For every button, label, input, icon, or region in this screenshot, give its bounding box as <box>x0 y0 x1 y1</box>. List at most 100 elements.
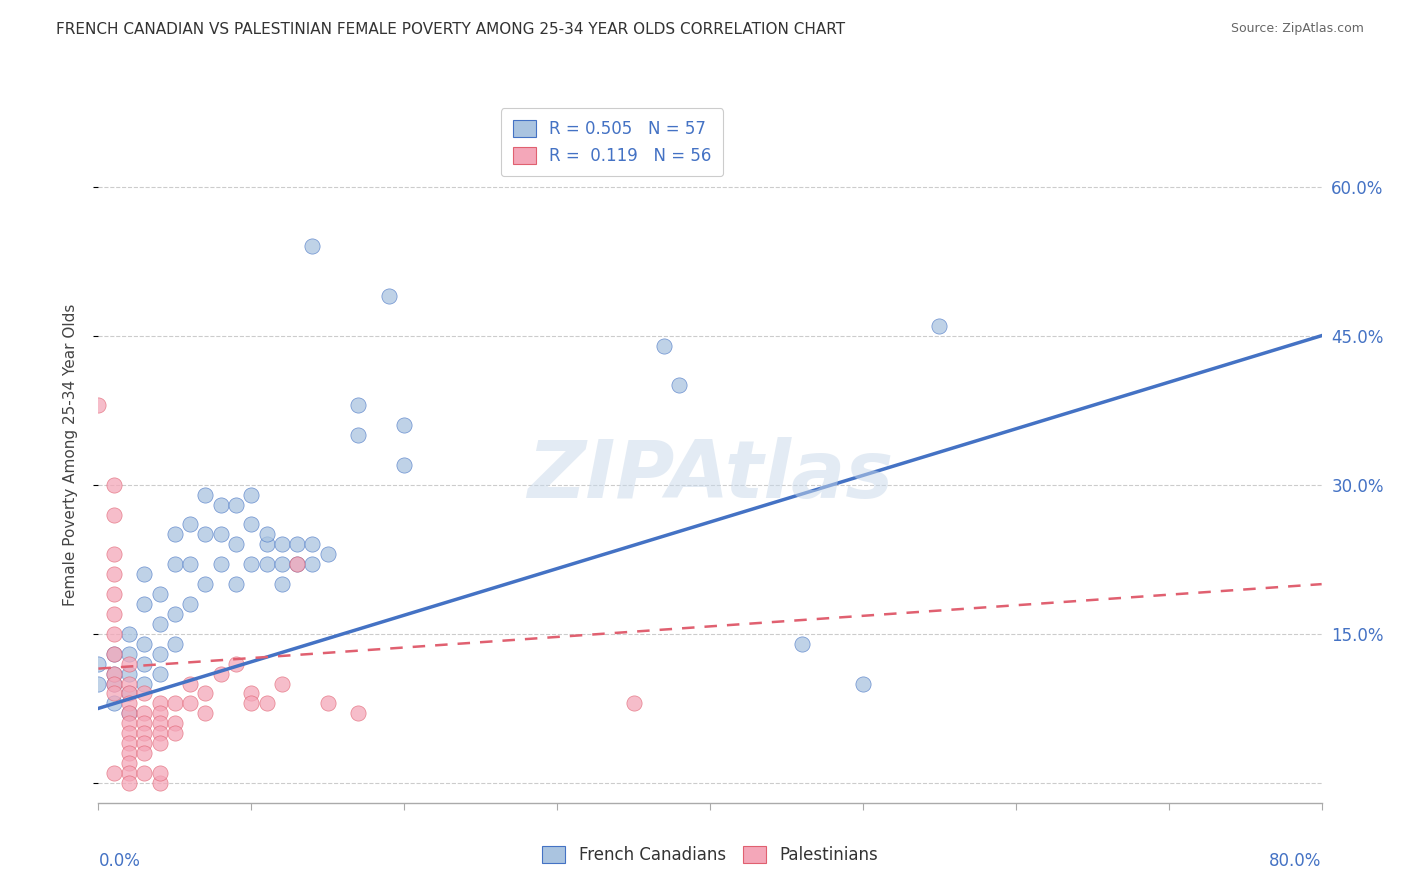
Point <box>194 527 217 541</box>
Point <box>134 637 156 651</box>
Point <box>790 637 813 651</box>
Point <box>87 676 110 690</box>
Point <box>103 627 125 641</box>
Point <box>240 558 263 572</box>
Point <box>103 647 125 661</box>
Point <box>225 498 247 512</box>
Text: 0.0%: 0.0% <box>98 852 141 870</box>
Point <box>149 616 172 631</box>
Point <box>316 547 339 561</box>
Point <box>256 527 278 541</box>
Point <box>103 567 125 582</box>
Point <box>209 558 232 572</box>
Point <box>163 558 186 572</box>
Point <box>256 537 278 551</box>
Point <box>118 716 141 731</box>
Point <box>163 527 186 541</box>
Point <box>240 517 263 532</box>
Point <box>378 289 401 303</box>
Point <box>623 697 645 711</box>
Point <box>134 736 156 750</box>
Point <box>668 378 690 392</box>
Point <box>347 398 370 412</box>
Text: ZIPAtlas: ZIPAtlas <box>527 437 893 515</box>
Point <box>118 766 141 780</box>
Point <box>225 537 247 551</box>
Point <box>149 587 172 601</box>
Point <box>103 607 125 621</box>
Point <box>347 706 370 721</box>
Point <box>149 776 172 790</box>
Point <box>118 746 141 760</box>
Point <box>103 766 125 780</box>
Point <box>163 637 186 651</box>
Point <box>285 537 308 551</box>
Point <box>134 567 156 582</box>
Point <box>134 726 156 740</box>
Text: 80.0%: 80.0% <box>1270 852 1322 870</box>
Point <box>179 517 201 532</box>
Point <box>301 239 323 253</box>
Point <box>225 657 247 671</box>
Point <box>103 647 125 661</box>
Point <box>149 736 172 750</box>
Point <box>134 766 156 780</box>
Point <box>149 716 172 731</box>
Point <box>103 676 125 690</box>
Text: Source: ZipAtlas.com: Source: ZipAtlas.com <box>1230 22 1364 36</box>
Point <box>103 477 125 491</box>
Point <box>179 597 201 611</box>
Point <box>134 657 156 671</box>
Point <box>103 666 125 681</box>
Point <box>118 627 141 641</box>
Point <box>149 666 172 681</box>
Point <box>209 498 232 512</box>
Point <box>256 558 278 572</box>
Legend: French Canadians, Palestinians: French Canadians, Palestinians <box>531 837 889 874</box>
Point <box>118 697 141 711</box>
Point <box>118 676 141 690</box>
Point <box>163 716 186 731</box>
Point <box>134 706 156 721</box>
Point <box>87 657 110 671</box>
Point <box>163 607 186 621</box>
Point <box>652 338 675 352</box>
Point <box>149 697 172 711</box>
Point <box>392 418 416 433</box>
Point <box>270 537 292 551</box>
Point <box>285 558 308 572</box>
Point <box>149 726 172 740</box>
Point <box>134 746 156 760</box>
Point <box>301 537 323 551</box>
Point <box>118 706 141 721</box>
Point <box>256 697 278 711</box>
Point <box>392 458 416 472</box>
Point <box>179 676 201 690</box>
Point <box>118 657 141 671</box>
Point <box>209 527 232 541</box>
Point <box>240 686 263 700</box>
Point <box>103 676 125 690</box>
Point <box>118 736 141 750</box>
Point <box>118 686 141 700</box>
Point <box>209 666 232 681</box>
Point <box>118 666 141 681</box>
Point <box>179 697 201 711</box>
Point <box>194 488 217 502</box>
Point <box>179 558 201 572</box>
Point <box>87 398 110 412</box>
Point <box>134 676 156 690</box>
Point <box>118 647 141 661</box>
Point <box>194 706 217 721</box>
Point <box>270 577 292 591</box>
Text: FRENCH CANADIAN VS PALESTINIAN FEMALE POVERTY AMONG 25-34 YEAR OLDS CORRELATION : FRENCH CANADIAN VS PALESTINIAN FEMALE PO… <box>56 22 845 37</box>
Point <box>149 706 172 721</box>
Point <box>240 697 263 711</box>
Point <box>103 587 125 601</box>
Point <box>118 776 141 790</box>
Point <box>163 726 186 740</box>
Point <box>118 726 141 740</box>
Point <box>316 697 339 711</box>
Point <box>240 488 263 502</box>
Point <box>134 686 156 700</box>
